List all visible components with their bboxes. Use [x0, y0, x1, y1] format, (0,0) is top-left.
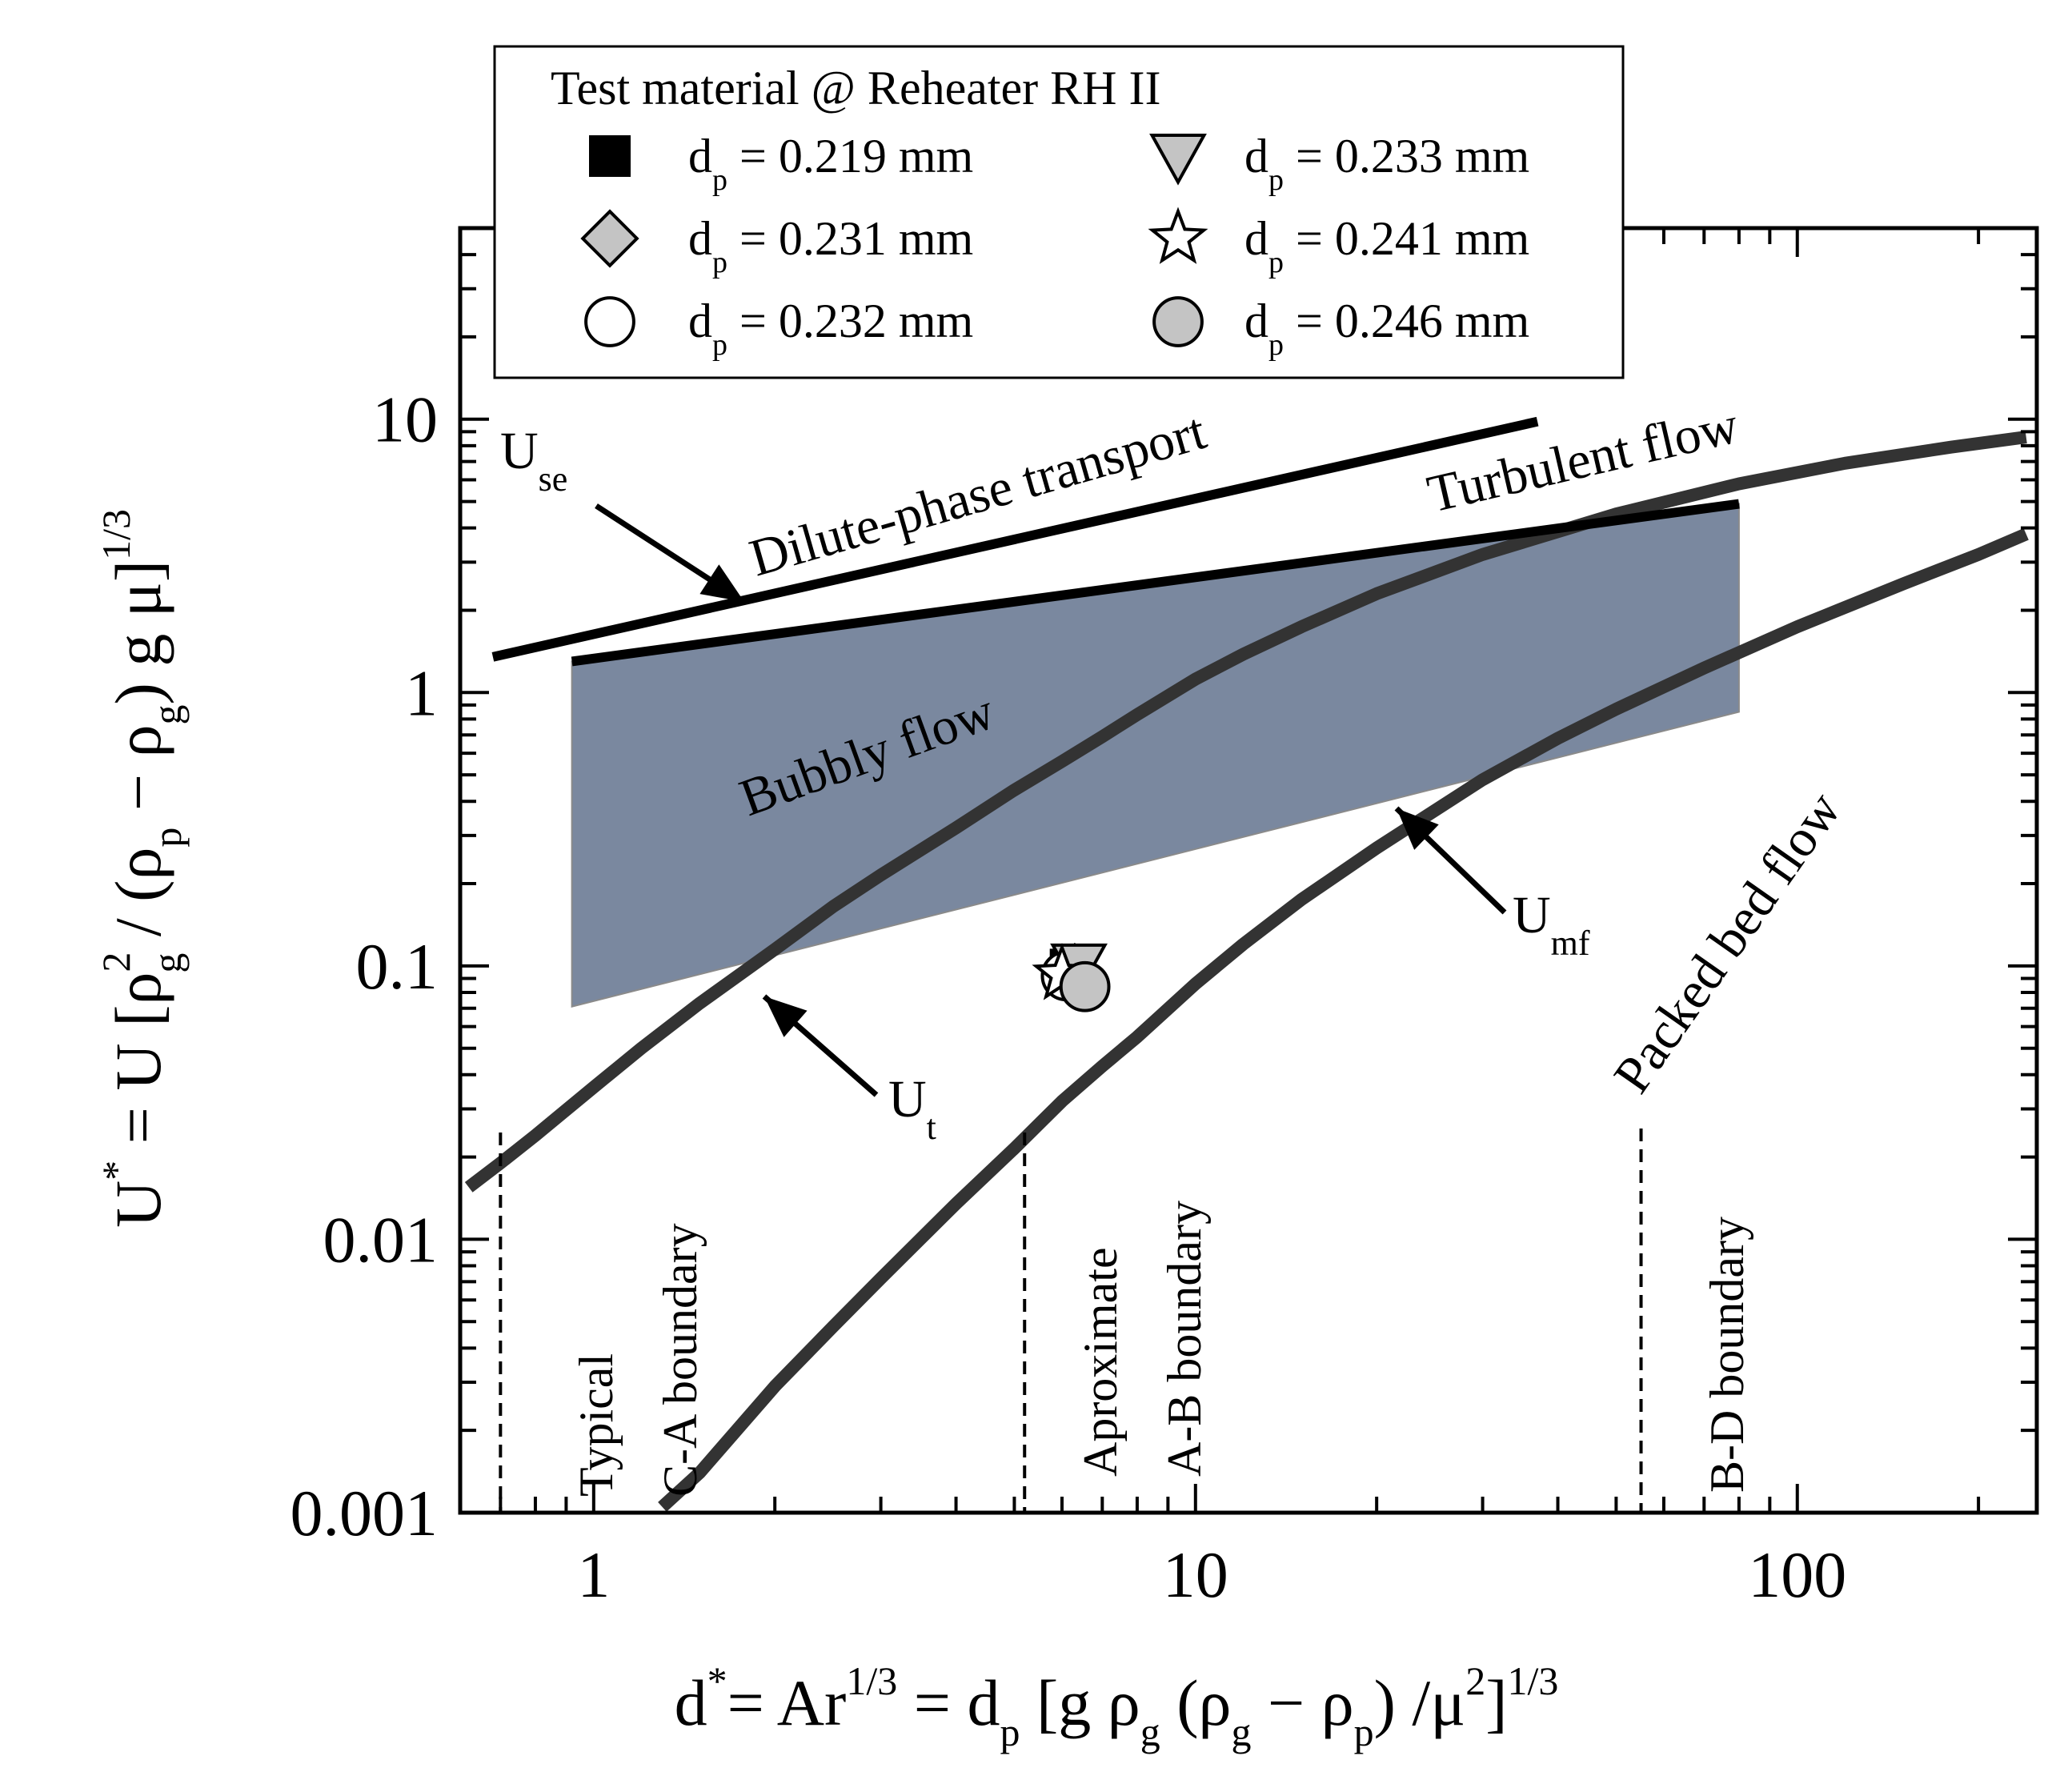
curves-layer	[464, 416, 2029, 1512]
data-point-5	[1059, 960, 1111, 1012]
label-turbulent: Turbulent flow	[1422, 395, 1744, 523]
label-dilute: Dilute-phase transport	[743, 402, 1212, 587]
curve-u-se	[491, 416, 1539, 662]
legend-markers	[580, 134, 1208, 347]
boundary-label-ab-line1: Aproximate	[1074, 1247, 1127, 1477]
y-tick-label-0: 0.001	[291, 1477, 439, 1549]
curve-u-t	[464, 431, 2027, 1193]
legend-entry-3: dp = 0.241 mm	[1244, 212, 1529, 279]
curve-u-mf	[658, 527, 2029, 1512]
y-tick-label-1: 0.01	[323, 1203, 439, 1276]
label-packed: Packed bed flow	[1602, 781, 1852, 1103]
legend-title: Test material @ Reheater RH II	[551, 62, 1160, 114]
label-use: Use	[500, 422, 567, 499]
legend-entry-2: dp = 0.231 mm	[688, 212, 973, 279]
legend: Test material @ Reheater RH II dp = 0.21…	[493, 45, 1625, 379]
arrow-ut-head	[764, 996, 808, 1037]
arrows-layer	[595, 503, 1507, 1097]
boundary-label-ab-line2: A-B boundary	[1158, 1201, 1211, 1477]
legend-entry-0: dp = 0.219 mm	[688, 130, 973, 197]
label-ut: Ut	[888, 1070, 936, 1147]
legend-marker-3	[1148, 206, 1208, 264]
x-tick-label-2: 100	[1748, 1538, 1846, 1611]
label-umf: Umf	[1513, 886, 1590, 963]
y-tick-label-2: 0.1	[356, 930, 439, 1003]
legend-entry-1: dp = 0.233 mm	[1244, 130, 1529, 197]
x-axis-title: d*= Ar1/3 = dp [g ρg (ρg − ρp) /μ2]1/3	[675, 1658, 1559, 1754]
x-tick-label-0: 1	[577, 1538, 610, 1611]
legend-marker-0	[589, 135, 631, 177]
legend-marker-2	[580, 209, 639, 268]
y-tick-label-4: 10	[372, 383, 438, 456]
boundary-label-ca-line2: C-A boundary	[654, 1223, 707, 1497]
axes-layer: 1 10 100 0.001 0.01 0.1 1 10	[291, 226, 2039, 1611]
x-tick-label-1: 10	[1163, 1538, 1228, 1611]
curve-turbulent-boundary	[571, 499, 1740, 667]
arrow-use-head	[699, 564, 744, 602]
y-tick-label-3: 1	[405, 656, 438, 729]
y-axis-title: U* = U [ρ2 g / (ρp − ρg) g μ]1/3	[94, 509, 190, 1228]
legend-entry-5: dp = 0.246 mm	[1244, 295, 1529, 362]
legend-marker-1	[1149, 134, 1207, 186]
arrow-umf-head	[1397, 808, 1439, 850]
points-layer	[1032, 942, 1111, 1012]
legend-box	[493, 45, 1625, 379]
legend-entry-4: dp = 0.232 mm	[688, 295, 973, 362]
legend-marker-5	[1152, 296, 1204, 347]
boundaries-layer	[499, 1129, 1643, 1513]
boundary-label-ca-line1: Typical	[570, 1353, 623, 1497]
legend-marker-4	[584, 296, 635, 347]
boundary-label-bd: B-D boundary	[1701, 1217, 1753, 1493]
